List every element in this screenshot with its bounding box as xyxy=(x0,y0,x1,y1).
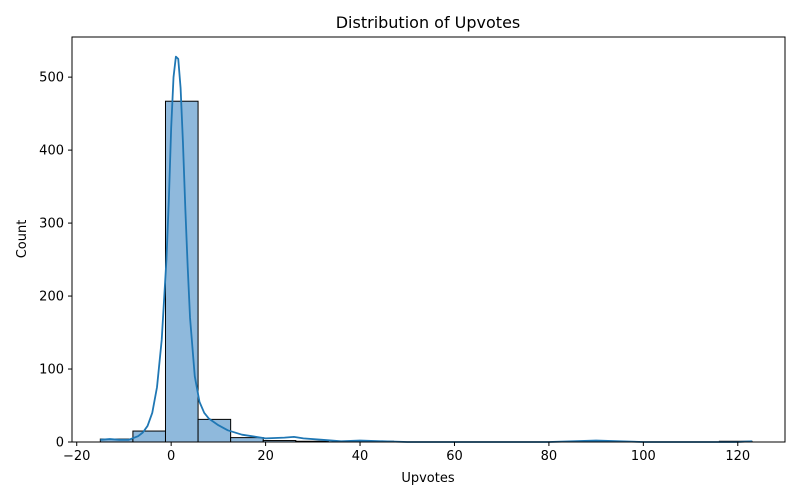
x-tick-label: 80 xyxy=(541,449,558,464)
y-tick-label: 500 xyxy=(39,71,64,86)
histogram-bar xyxy=(230,437,264,443)
x-tick-label: 100 xyxy=(631,449,656,464)
x-axis-label: Upvotes xyxy=(401,471,455,486)
y-tick-label: 400 xyxy=(39,144,64,159)
x-tick-label: 60 xyxy=(446,449,463,464)
y-tick-label: 300 xyxy=(39,217,64,232)
x-tick-label: 0 xyxy=(167,449,175,464)
plot-frame xyxy=(71,36,786,443)
x-tick-label: −20 xyxy=(63,449,90,464)
chart-title: Distribution of Upvotes xyxy=(336,13,521,32)
x-axis-ticks: −20 0 20 40 60 80 100 120 xyxy=(63,442,750,464)
y-axis-label: Count xyxy=(15,220,30,259)
y-tick-label: 0 xyxy=(56,436,64,451)
x-tick-label: 40 xyxy=(352,449,369,464)
x-tick-label: 20 xyxy=(257,449,274,464)
y-axis-ticks: 0 100 200 300 400 500 xyxy=(39,71,72,451)
x-tick-label: 120 xyxy=(725,449,750,464)
y-tick-label: 200 xyxy=(39,290,64,305)
y-tick-label: 100 xyxy=(39,363,64,378)
